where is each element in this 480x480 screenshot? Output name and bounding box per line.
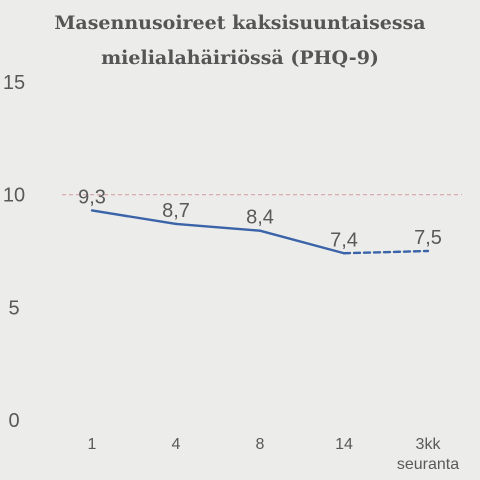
x-tick-label: 3kk: [416, 436, 442, 453]
series-segment: [258, 229, 346, 255]
x-tick-label: 14: [335, 436, 353, 453]
data-label: 8,7: [162, 200, 190, 222]
series-segment-dashed: [342, 249, 430, 255]
series-line-layer: [90, 209, 430, 255]
data-label: 7,4: [330, 229, 358, 251]
x-tick-label: 1: [88, 436, 97, 453]
y-axis-ticks: 0 5 10 15: [3, 72, 25, 432]
y-tick-label: 0: [8, 410, 19, 432]
y-tick-label: 15: [3, 72, 25, 94]
x-tick-label: seuranta: [397, 456, 459, 473]
data-label: 7,5: [414, 227, 442, 249]
y-tick-label: 10: [3, 185, 25, 207]
x-tick-label: 8: [256, 436, 265, 453]
chart-title-line-2: mielialahäiriössä (PHQ-9): [101, 47, 379, 69]
data-label-layer: 9,3 8,7 8,4 7,4 7,5: [78, 186, 442, 251]
data-label: 8,4: [246, 207, 274, 229]
y-tick-label: 5: [8, 297, 19, 319]
x-tick-label: 4: [172, 436, 181, 453]
series-segment: [174, 222, 262, 232]
data-label: 9,3: [78, 186, 106, 208]
chart-title-line-1: Masennusoireet kaksisuuntaisessa: [54, 12, 425, 34]
series-segment: [90, 209, 178, 226]
